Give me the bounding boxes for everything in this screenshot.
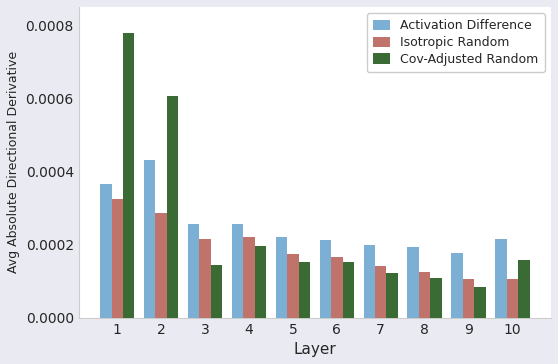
Bar <box>199 239 211 318</box>
Bar <box>144 161 156 318</box>
Bar <box>387 273 398 318</box>
Bar <box>287 254 299 318</box>
Bar <box>364 245 375 318</box>
Bar <box>331 257 343 318</box>
Bar <box>496 239 507 318</box>
Bar <box>123 32 134 318</box>
X-axis label: Layer: Layer <box>294 342 336 357</box>
Bar <box>276 237 287 318</box>
Bar <box>243 237 254 318</box>
Bar <box>112 199 123 318</box>
Y-axis label: Avg Absolute Directional Derivative: Avg Absolute Directional Derivative <box>7 51 20 273</box>
Bar <box>188 225 199 318</box>
Bar <box>232 225 243 318</box>
Bar <box>343 262 354 318</box>
Bar <box>299 262 310 318</box>
Bar <box>100 184 112 318</box>
Bar <box>375 266 387 318</box>
Bar <box>407 247 419 318</box>
Bar <box>474 287 485 318</box>
Bar <box>451 253 463 318</box>
Bar <box>156 213 167 318</box>
Bar <box>430 278 442 318</box>
Bar <box>211 265 222 318</box>
Bar <box>518 260 530 318</box>
Bar <box>254 246 266 318</box>
Bar <box>320 240 331 318</box>
Bar <box>463 279 474 318</box>
Bar <box>507 279 518 318</box>
Bar <box>419 272 430 318</box>
Bar <box>167 96 178 318</box>
Legend: Activation Difference, Isotropic Random, Cov-Adjusted Random: Activation Difference, Isotropic Random,… <box>367 13 545 72</box>
